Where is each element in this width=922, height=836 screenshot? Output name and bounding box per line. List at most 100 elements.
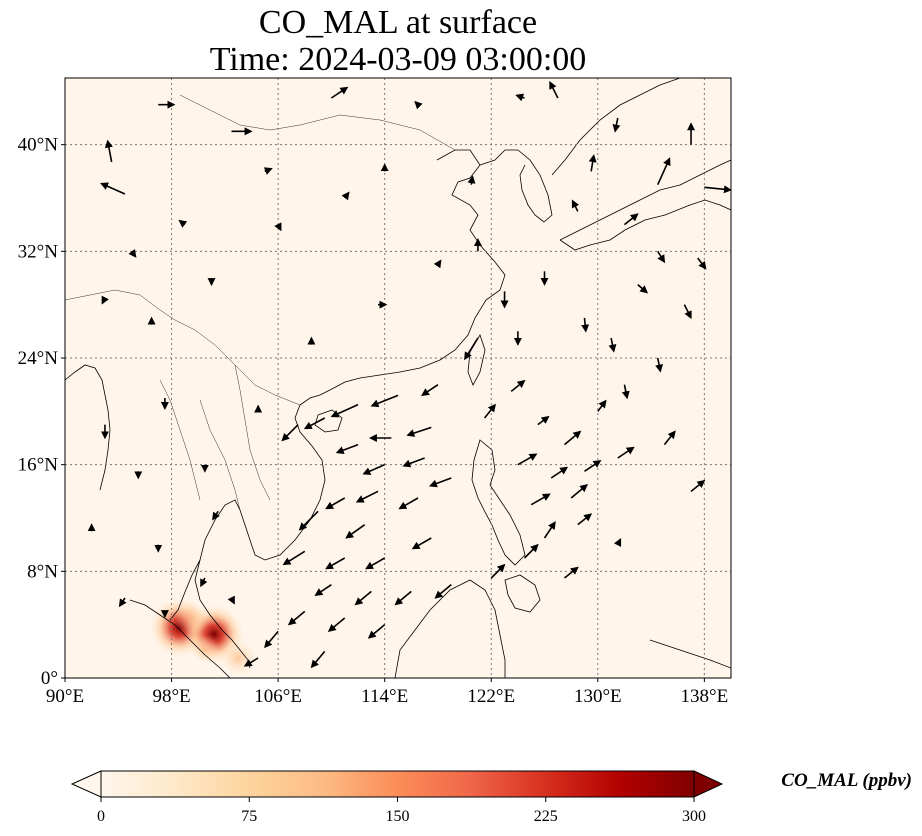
colorbar-extend-min: [70, 770, 102, 798]
wind-arrow: [523, 543, 539, 559]
wind-arrow: [657, 157, 671, 185]
wind-arrow: [490, 563, 506, 579]
wind-arrow: [563, 430, 582, 446]
wind-arrow: [298, 510, 319, 531]
lat-tick-label: 0°: [41, 668, 58, 689]
wind-arrow: [570, 483, 588, 499]
wind-arrow: [621, 384, 630, 400]
wind-arrow: [101, 295, 109, 305]
wind-arrow: [584, 460, 602, 472]
wind-arrow: [365, 557, 386, 570]
wind-arrow: [362, 463, 386, 475]
wind-arrow: [128, 249, 137, 258]
wind-arrow: [325, 497, 346, 510]
wind-arrow: [433, 259, 442, 269]
wind-arrow: [212, 510, 220, 521]
wind-arrow: [549, 80, 559, 99]
wind-arrow: [657, 250, 666, 264]
wind-arrow: [510, 379, 526, 392]
wind-arrow: [411, 537, 432, 550]
wind-arrow: [690, 479, 706, 492]
lat-tick-label: 16°N: [18, 455, 59, 476]
wind-arrow: [370, 394, 399, 408]
wind-arrow: [310, 650, 326, 669]
wind-arrow: [402, 457, 425, 468]
wind-arrow: [483, 403, 496, 419]
wind-arrow: [335, 443, 359, 454]
wind-arrow: [330, 403, 359, 418]
lat-tick-label: 24°N: [18, 348, 59, 369]
wind-arrow: [612, 117, 621, 133]
lon-tick-label: 138°E: [681, 686, 729, 707]
wind-arrow: [588, 154, 597, 172]
longitude-ticks: 90°E 98°E 106°E 114°E 122°E 130°E 138°E: [46, 678, 728, 707]
wind-arrow: [327, 617, 346, 633]
lon-tick-label: 130°E: [574, 686, 622, 707]
concentration-field: [65, 78, 731, 678]
wind-arrow: [597, 399, 607, 412]
wind-arrow: [394, 590, 412, 606]
co-hotspot: [219, 639, 257, 677]
colorbar-tick-label: 0: [97, 808, 105, 825]
wind-arrow: [118, 597, 127, 608]
co-hotspot: [174, 601, 209, 635]
wind-arrow: [663, 430, 676, 446]
map-panel: [65, 78, 731, 678]
lon-tick-label: 122°E: [467, 686, 515, 707]
colorbar-gradient: [101, 771, 694, 797]
latitude-ticks: 0° 8°N 16°N 24°N 32°N 40°N: [18, 135, 65, 689]
wind-arrow: [421, 384, 439, 396]
wind-arrow: [355, 490, 379, 503]
wind-arrow: [263, 167, 273, 175]
wind-arrow: [398, 497, 419, 510]
wind-arrow: [683, 304, 692, 320]
colorbar-tick-label: 300: [682, 808, 706, 825]
wind-arrow: [200, 577, 208, 588]
wind-arrow: [467, 175, 476, 185]
wind-arrow: [517, 453, 538, 466]
wind-arrow: [637, 284, 649, 294]
wind-arrow: [577, 513, 593, 526]
wind-arrow: [104, 139, 113, 163]
wind-arrow: [564, 566, 579, 579]
wind-arrow: [608, 337, 617, 353]
wind-arrow: [550, 466, 569, 479]
colorbar-tick-label: 150: [386, 808, 410, 825]
co-hotspot: [190, 634, 219, 663]
wind-arrow: [227, 595, 235, 605]
wind-arrow: [281, 424, 299, 442]
lon-tick-label: 98°E: [152, 686, 190, 707]
wind-arrow: [178, 219, 188, 228]
wind-arrow: [243, 657, 259, 667]
wind-arrow: [697, 257, 707, 270]
colorbar-ticks: 0 75 150 225 300: [97, 797, 706, 825]
wind-arrow: [330, 86, 349, 99]
wind-arrow: [704, 185, 731, 194]
wind-arrow: [345, 524, 366, 539]
wind-arrow: [617, 446, 635, 459]
lon-tick-label: 114°E: [361, 686, 408, 707]
wind-arrow: [613, 538, 622, 547]
wind-arrow: [623, 213, 639, 226]
wind-arrow: [303, 417, 326, 430]
wind-arrow: [414, 100, 423, 110]
wind-vectors: [87, 80, 731, 669]
wind-arrow: [282, 550, 306, 566]
lat-tick-label: 40°N: [18, 135, 59, 156]
wind-arrow: [434, 584, 452, 599]
colorbar-extend-max: [693, 770, 724, 798]
coastlines: [65, 78, 731, 678]
wind-arrow: [571, 199, 580, 212]
wind-arrow: [655, 357, 664, 373]
wind-arrow: [100, 182, 126, 195]
wind-arrow: [428, 477, 452, 488]
wind-arrow: [274, 222, 282, 232]
lon-tick-label: 106°E: [254, 686, 302, 707]
wind-arrow: [543, 521, 556, 539]
wind-arrow: [581, 317, 590, 333]
wind-arrow: [464, 337, 479, 361]
wind-arrow: [515, 93, 525, 102]
lon-tick-label: 90°E: [46, 686, 84, 707]
wind-arrow: [367, 624, 386, 639]
